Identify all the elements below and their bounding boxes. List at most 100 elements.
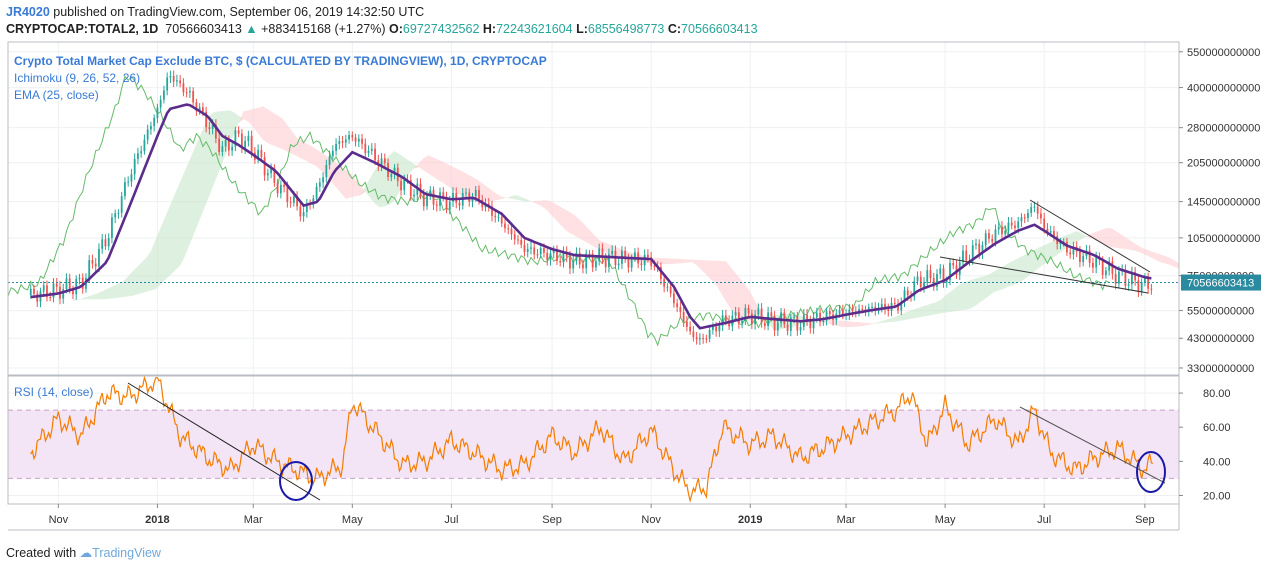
- candle-body: [111, 217, 113, 239]
- candle-body: [478, 189, 480, 200]
- candle-body: [1134, 271, 1137, 281]
- candle-body: [130, 174, 133, 182]
- candle-body: [214, 124, 217, 139]
- candle-body: [192, 91, 195, 103]
- candle-body: [929, 270, 932, 279]
- candle-body: [380, 158, 383, 166]
- candle-body: [851, 309, 854, 312]
- candle-body: [260, 150, 263, 158]
- tradingview-brand[interactable]: TradingView: [92, 546, 161, 560]
- candle-body: [208, 127, 211, 129]
- candle-body: [965, 250, 968, 261]
- upper-trendline[interactable]: [1029, 199, 1151, 273]
- candle-body: [107, 238, 110, 247]
- price-axis-label: 33000000000: [1187, 363, 1254, 375]
- candle-body: [728, 320, 731, 327]
- candle-body: [1082, 256, 1085, 262]
- author-name[interactable]: JR4020: [6, 5, 50, 19]
- candle-body: [49, 297, 52, 299]
- candle-body: [926, 270, 929, 283]
- candle-body: [335, 143, 337, 151]
- change-value: +883415168 (+1.27%): [261, 22, 386, 36]
- candle-body: [270, 167, 273, 174]
- candle-body: [1143, 276, 1146, 283]
- candle-body: [1108, 261, 1111, 271]
- candle-body: [734, 312, 737, 316]
- candle-body: [364, 143, 367, 154]
- candle-body: [81, 277, 84, 289]
- candle-body: [698, 338, 701, 340]
- candle-body: [500, 216, 503, 224]
- candle-body: [244, 140, 247, 149]
- symbol-label: CRYPTOCAP:TOTAL2, 1D: [6, 22, 159, 36]
- rsi-trendline-2[interactable]: [1019, 406, 1166, 484]
- candle-body: [218, 138, 221, 152]
- candle-body: [374, 148, 376, 161]
- candle-body: [624, 250, 627, 258]
- candle-body: [812, 317, 815, 329]
- candle-body: [72, 289, 74, 295]
- candle-body: [763, 322, 766, 326]
- candle-body: [634, 252, 636, 259]
- candle-body: [328, 156, 331, 165]
- lower-trendline[interactable]: [939, 256, 1149, 294]
- rsi-axis-label: 60.00: [1203, 422, 1231, 434]
- candle-body: [630, 258, 633, 268]
- candle-body: [754, 314, 757, 325]
- time-axis-label: Sep: [1135, 514, 1155, 526]
- candle-body: [348, 135, 350, 140]
- candle-body: [591, 253, 594, 268]
- candle-body: [523, 244, 526, 252]
- rsi-axis[interactable]: 80.00 60.00 40.00 20.00: [1179, 388, 1231, 502]
- candle-body: [809, 321, 812, 329]
- candle-body: [819, 312, 821, 323]
- rsi-trendline-1[interactable]: [127, 382, 321, 501]
- candle-body: [279, 184, 282, 194]
- candle-body: [250, 136, 253, 153]
- time-axis-label: Mar: [244, 514, 263, 526]
- candle-body: [601, 248, 604, 259]
- rsi-legend[interactable]: RSI (14, close): [14, 385, 93, 399]
- candle-body: [494, 215, 497, 218]
- candle-body: [559, 260, 562, 263]
- price-axis[interactable]: 550000000000 400000000000 280000000000 2050…: [1179, 47, 1260, 375]
- candle-body: [822, 320, 825, 323]
- candle-body: [351, 135, 354, 138]
- rsi-highlight-circle-2[interactable]: [1136, 451, 1166, 493]
- candle-body: [572, 261, 575, 269]
- candle-body: [897, 303, 899, 311]
- candle-body: [292, 196, 295, 203]
- candle-body: [1007, 222, 1010, 231]
- candle-body: [435, 204, 438, 206]
- rsi-axis-label: 40.00: [1203, 456, 1231, 468]
- ichimoku-legend[interactable]: Ichimoku (9, 26, 52, 26): [14, 71, 140, 85]
- candle-body: [127, 181, 130, 183]
- candle-body: [133, 158, 136, 175]
- price-axis-label: 205000000000: [1187, 158, 1260, 170]
- candle-body: [211, 124, 214, 129]
- candle-body: [945, 280, 948, 283]
- l-label: L:: [576, 22, 588, 36]
- created-with-text: Created with: [6, 546, 77, 560]
- candle-body: [1004, 230, 1007, 235]
- candle-body: [724, 315, 727, 321]
- candle-body: [439, 192, 441, 206]
- candle-body: [62, 289, 65, 299]
- candle-body: [702, 338, 705, 340]
- candle-body: [780, 312, 782, 323]
- candle-body: [163, 90, 165, 100]
- candle-body: [906, 290, 909, 296]
- footer: Created with ☁TradingView: [6, 545, 161, 560]
- time-axis[interactable]: Nov 2018 Mar May Jul Sep Nov 2019 Mar May Jul Sep: [49, 504, 1155, 526]
- candle-body: [315, 186, 318, 199]
- candle-body: [52, 283, 55, 298]
- candle-body: [1036, 206, 1039, 214]
- rsi-highlight-circle-1[interactable]: [279, 461, 313, 501]
- candle-body: [815, 312, 818, 318]
- candle-body: [741, 320, 744, 324]
- ema-legend[interactable]: EMA (25, close): [14, 88, 99, 102]
- candle-body: [231, 146, 234, 151]
- rsi-line: [30, 376, 1154, 503]
- candle-body: [510, 228, 513, 235]
